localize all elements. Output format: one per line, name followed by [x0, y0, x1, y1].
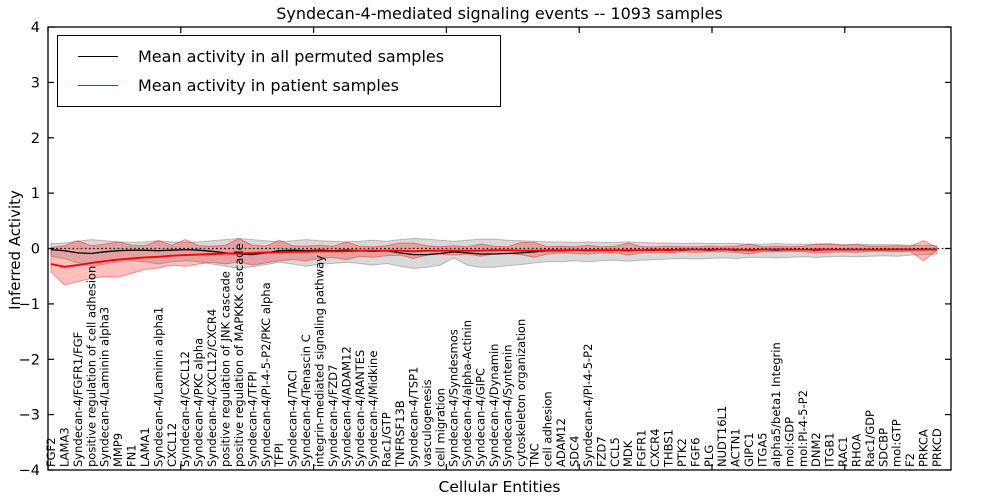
x-tick-label: MMP9	[111, 433, 125, 467]
x-tick-label: Syndecan-4/PI-4-5-P2/PKC alpha	[259, 282, 273, 467]
chart-title: Syndecan-4-mediated signaling events -- …	[276, 4, 723, 23]
x-tick-label: MDK	[621, 440, 635, 467]
y-tick-label: −4	[19, 463, 40, 479]
y-tick-label: 0	[31, 242, 40, 258]
x-tick-label: Syndecan-4/Syndesmos	[447, 329, 461, 467]
x-tick-label: positive regulation of MAPKKK cascade	[232, 243, 246, 467]
x-tick-label: Syndecan-4/CXCL12	[178, 351, 192, 467]
x-tick-label: Syndecan-4/TSP1	[407, 367, 421, 467]
x-tick-label: Syndecan-4/TFPI	[245, 371, 259, 467]
y-tick-label: −3	[19, 408, 40, 424]
x-tick-label: ADAM12	[554, 418, 568, 467]
legend: Mean activity in all permuted samples Me…	[57, 35, 501, 107]
x-tick-label: mol:GTP	[890, 419, 904, 467]
x-tick-label: CXCR4	[648, 429, 662, 467]
patient-mean-line	[50, 248, 937, 268]
x-tick-label: vasculogenesis	[420, 379, 434, 467]
legend-entry: Mean activity in patient samples	[68, 71, 490, 100]
x-tick-label: THBS1	[662, 429, 676, 468]
x-tick-label: positive regulation of cell adhesion	[84, 266, 98, 467]
legend-label: Mean activity in patient samples	[138, 76, 399, 95]
x-tick-label: alpha5/beta1 Integrin	[769, 342, 783, 467]
x-tick-label: RAC1	[836, 436, 850, 467]
x-tick-label: Syndecan-4/ADAM12	[339, 346, 353, 467]
x-tick-label: cell adhesion	[541, 391, 555, 467]
y-axis-label: Inferred Activity	[6, 190, 24, 310]
x-tick-label: SDC4	[568, 435, 582, 467]
x-tick-label: LAMA1	[138, 427, 152, 467]
x-tick-label: PLG	[702, 445, 716, 467]
x-tick-label: Syndecan-4/FGFR1/FGF	[71, 332, 85, 467]
x-tick-label: FZD7	[594, 436, 608, 467]
y-tick-label: 3	[31, 75, 40, 91]
x-tick-label: PRKCA	[917, 429, 931, 467]
x-tick-label: CXCL12	[165, 423, 179, 467]
x-tick-label: CCL5	[608, 437, 622, 467]
x-tick-label: ITGB1	[823, 432, 837, 467]
x-tick-label: PTK2	[675, 438, 689, 467]
x-tick-label: ITGA5	[756, 432, 770, 467]
x-tick-label: Syndecan-4/CXCL12/CXCR4	[205, 309, 219, 467]
x-tick-label: Syndecan-4/FZD7	[326, 365, 340, 467]
x-tick-label: positive regulation of JNK cascade	[219, 271, 233, 467]
x-tick-label: DNM2	[809, 432, 823, 467]
x-tick-label: F2	[903, 453, 917, 467]
x-tick-label: GIPC1	[742, 432, 756, 467]
y-tick-label: −2	[19, 352, 40, 368]
x-tick-label: Syndecan-4/Laminin alpha1	[151, 307, 165, 467]
x-tick-label: FGF6	[688, 438, 702, 467]
x-tick-label: mol:GDP	[782, 417, 796, 467]
x-tick-label: NUDT16L1	[715, 406, 729, 467]
x-axis-label: Cellular Entities	[438, 478, 561, 496]
x-tick-label: FN1	[125, 444, 139, 467]
y-tick-label: 1	[31, 186, 40, 202]
legend-entry: Mean activity in all permuted samples	[68, 42, 490, 71]
y-tick-label: 2	[31, 131, 40, 147]
x-tick-label: TNFRSF13B	[393, 400, 407, 468]
x-tick-label: SDCBP	[876, 428, 890, 467]
x-tick-label: Syndecan-4/Dynamin	[487, 344, 501, 467]
legend-line-permuted	[78, 56, 118, 57]
x-tick-label: FGFR1	[635, 430, 649, 467]
x-tick-label: FGF2	[44, 438, 58, 467]
x-tick-label: Syndecan-4/TACI	[286, 370, 300, 467]
x-tick-label: ACTN1	[729, 428, 743, 467]
x-tick-label: Rac1/GDP	[863, 410, 877, 467]
x-tick-label: Syndecan-4/Midkine	[366, 351, 380, 467]
x-tick-label: mol:PI-4-5-P2	[796, 390, 810, 467]
x-tick-label: LAMA3	[57, 427, 71, 467]
x-tick-label: PRKCD	[930, 428, 944, 467]
x-tick-label: cell migration	[433, 388, 447, 467]
x-tick-label: Syndecan-4/Laminin alpha3	[98, 307, 112, 467]
x-tick-label: RHOA	[850, 434, 864, 467]
y-tick-label: −1	[19, 297, 40, 313]
legend-label: Mean activity in all permuted samples	[138, 47, 445, 66]
x-tick-label: Syndecan-4/alpha-Actinin	[460, 320, 474, 467]
x-tick-label: Syndecan-4/Tenascin C	[299, 334, 313, 467]
x-tick-label: Syndecan-4/RANTES	[353, 350, 367, 467]
legend-line-patient	[78, 85, 118, 86]
x-tick-label: Rac1/GTP	[380, 412, 394, 467]
x-tick-label: integrin-mediated signaling pathway	[313, 255, 327, 467]
y-tick-label: 4	[31, 20, 40, 36]
x-tick-label: cytoskeleton organization	[514, 319, 528, 467]
x-tick-label: TFPI	[272, 443, 286, 468]
x-tick-label: Syndecan-4/PKC alpha	[192, 338, 206, 467]
x-tick-label: Syndecan-4/GIPC	[474, 368, 488, 467]
x-tick-label: Syndecan-4/PI-4-5-P2	[581, 344, 595, 467]
x-tick-label: Syndecan-4/Syntenin	[500, 344, 514, 467]
x-tick-label: TNC	[527, 443, 541, 468]
